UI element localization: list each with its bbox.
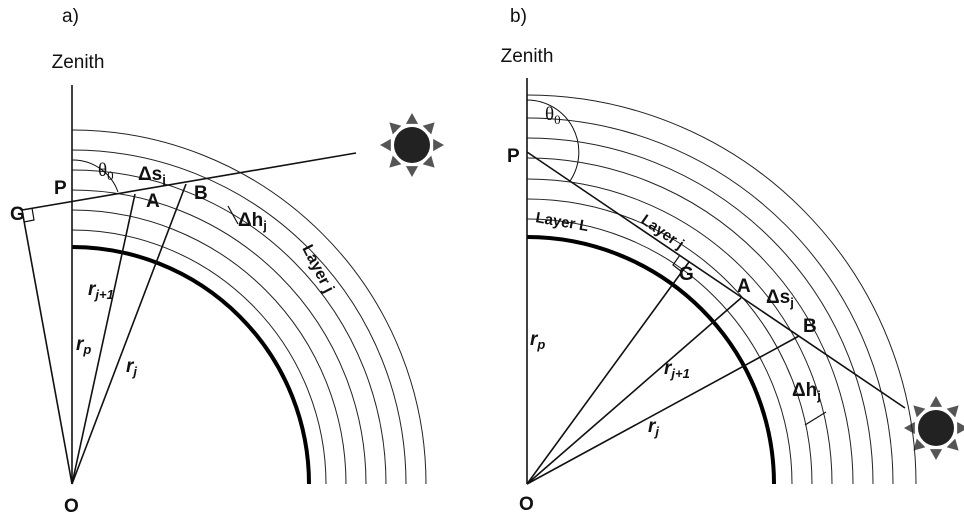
label: θ [98,160,107,181]
point-label: B [803,316,817,337]
point-label: G [10,204,25,225]
label: O [64,496,79,517]
point-label: B [194,183,208,204]
dh-arrow [805,412,826,425]
line-oa [527,298,741,484]
point-label: O [64,496,79,517]
dh-arrow [228,206,238,224]
label: P [54,178,67,199]
label: Δs [766,287,790,308]
layer-boundary [527,118,893,484]
label: G [679,264,694,285]
label-sub: p [536,337,545,352]
angle-label: θ0 [98,160,114,183]
label-sub: p [82,342,91,357]
layer-boundary [72,130,426,484]
height-label: Δhj [792,380,821,403]
panel-tag: b) [510,6,527,27]
label-sub: j [161,172,166,187]
line-ob [527,336,799,484]
radius-label: rp [530,329,545,352]
label: B [194,183,208,204]
line-og [22,210,72,484]
zenith-label: Zenith [52,52,105,73]
label: B [803,316,817,337]
sun-ray [527,152,905,408]
segment-label: Δsj [138,164,166,187]
layer-boundary [527,219,792,484]
sun-ray-mark [957,422,964,434]
angle-label: θ0 [545,104,561,127]
label-sub: j+1 [93,287,113,302]
label-sub: 0 [107,168,114,183]
label-sub: j [262,218,267,233]
planet-surface [527,237,774,484]
layer-boundary [72,170,386,484]
label: O [519,494,534,515]
sun-ray-mark [930,396,942,407]
planet-surface [72,247,309,484]
line-ob [72,184,186,484]
radius-label: rj [648,416,659,439]
panel-tag: a) [62,6,79,27]
label: Layer L [534,209,590,235]
segment-label: Δsj [766,287,794,310]
label: A [737,276,751,297]
label: Δs [138,164,162,185]
layer-boundary [527,138,873,484]
sun-ray-mark [406,166,418,177]
label-sub: 0 [554,112,561,127]
sun-ray-mark [406,113,418,124]
radius-label: rj+1 [88,279,114,302]
label-sub: j [789,295,794,310]
point-label: P [54,178,67,199]
label-sub: j [816,388,821,403]
layer-boundary [72,230,326,484]
label-sub: j+1 [669,366,689,381]
point-label: A [737,276,751,297]
label: A [146,191,160,212]
sun-ray-mark [433,139,444,151]
radius-label: rp [76,334,91,357]
sun-ray-mark [380,139,391,151]
point-label: G [679,264,694,285]
figure: a) Zenith G P θ0 Δsj A B Δhj Layer j rj+… [0,0,964,518]
geometry [22,78,964,484]
point-label: P [507,146,520,167]
layer-boundary [527,95,916,484]
label: G [10,204,25,225]
label: Δh [792,380,817,401]
point-label: O [519,494,534,515]
radius-label: rj+1 [664,358,690,381]
height-label: Δhj [238,210,267,233]
sun [918,410,954,446]
sun [394,127,430,163]
label: θ [545,104,554,125]
label: Δh [238,210,263,231]
label: P [507,146,520,167]
layer-label: Layer L [534,209,590,235]
zenith-label: Zenith [501,46,554,67]
radius-label: rj [126,356,137,379]
point-label: A [146,191,160,212]
sun-ray-mark [904,422,915,434]
sun-ray-mark [930,449,942,460]
